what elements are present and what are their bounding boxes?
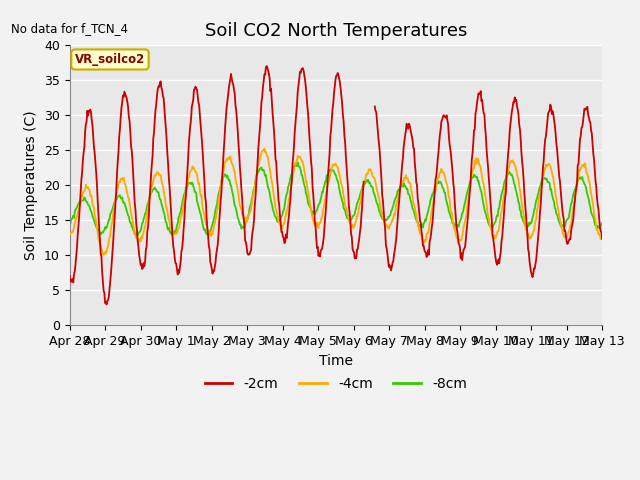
Text: No data for f_TCN_4: No data for f_TCN_4	[11, 22, 128, 35]
Title: Soil CO2 North Temperatures: Soil CO2 North Temperatures	[205, 22, 467, 40]
Text: VR_soilco2: VR_soilco2	[75, 53, 145, 66]
Legend: -2cm, -4cm, -8cm: -2cm, -4cm, -8cm	[199, 372, 473, 397]
X-axis label: Time: Time	[319, 354, 353, 368]
Y-axis label: Soil Temperatures (C): Soil Temperatures (C)	[24, 110, 38, 260]
